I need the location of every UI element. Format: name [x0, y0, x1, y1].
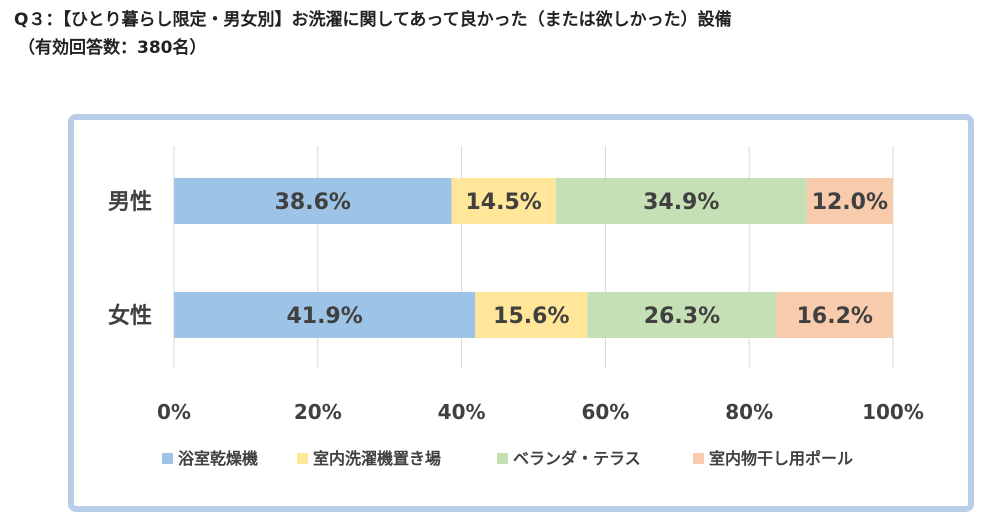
- category-label: 女性: [108, 303, 152, 329]
- x-tick-label: 60%: [581, 400, 629, 424]
- bar-segment: [555, 178, 807, 224]
- data-label: 15.6%: [493, 304, 569, 329]
- data-label: 16.2%: [797, 304, 873, 329]
- data-label: 26.3%: [644, 304, 720, 329]
- category-label: 男性: [108, 190, 152, 215]
- legend-label: ベランダ・テラス: [513, 449, 641, 468]
- x-tick-labels: 0% 20% 40% 60% 80% 100%: [157, 400, 924, 424]
- bar-segment: [806, 178, 893, 224]
- legend-label: 室内洗濯機置き場: [313, 449, 441, 468]
- bar-segment: [174, 178, 452, 224]
- legend-label: 浴室乾燥機: [178, 449, 258, 468]
- x-tick-label: 40%: [438, 400, 486, 424]
- x-tick-label: 80%: [725, 400, 773, 424]
- bar-segment: [475, 292, 588, 338]
- legend-swatch: [693, 453, 704, 464]
- legend-swatch: [162, 453, 173, 464]
- bar-segment: [587, 292, 777, 338]
- data-label: 14.5%: [465, 190, 541, 215]
- x-tick-label: 20%: [294, 400, 342, 424]
- legend-label: 室内物干し用ポール: [709, 449, 853, 468]
- x-tick-label: 0%: [157, 400, 191, 424]
- legend: 浴室乾燥機 室内洗濯機置き場 ベランダ・テラス 室内物干し用ポール: [162, 449, 853, 468]
- data-label: 12.0%: [812, 190, 888, 215]
- legend-swatch: [497, 453, 508, 464]
- bar-segment: [776, 292, 893, 338]
- x-tick-label: 100%: [862, 400, 924, 424]
- data-label: 41.9%: [286, 304, 362, 329]
- chart-title: Q３：【ひとり暮らし限定・男女別】お洗濯に関してあって良かった（または欲しかった…: [14, 6, 984, 62]
- bar-segment: [174, 292, 476, 338]
- title-line-2: （有効回答数：380名）: [18, 38, 207, 58]
- bar-segments: 38.6% 14.5% 34.9% 12.0% 41.9% 15.6% 26.3% 16.2%: [174, 178, 893, 338]
- legend-swatch: [297, 453, 308, 464]
- data-label: 34.9%: [643, 190, 719, 215]
- title-line-1: Q３：【ひとり暮らし限定・男女別】お洗濯に関してあって良かった（または欲しかった…: [14, 10, 732, 30]
- data-label: 38.6%: [275, 190, 351, 215]
- bar-segment: [451, 178, 556, 224]
